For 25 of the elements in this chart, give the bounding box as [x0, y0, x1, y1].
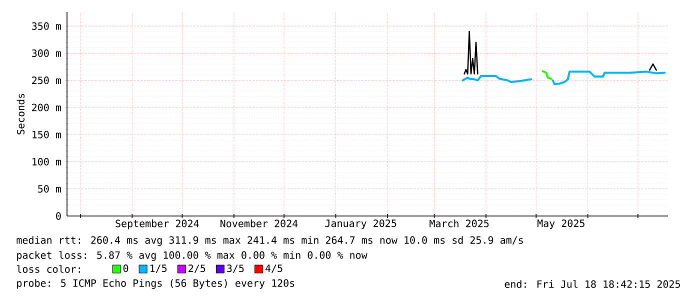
legend-label: 3/5: [227, 264, 244, 273]
x-tick-label: September 2024: [116, 220, 199, 230]
legend-title: loss color:: [17, 265, 80, 273]
legend-label: 0: [123, 264, 128, 272]
legend-label: 2/5: [188, 264, 206, 273]
text: probe: 5 ICMP Echo Pings (56 Bytes) every 120s: [17, 279, 294, 289]
x-tick-label: March 2025: [430, 220, 489, 228]
legend-label: 4/5: [265, 264, 282, 273]
y-tick-label: 0: [56, 212, 61, 220]
x-tick-label: May 2025: [537, 220, 584, 230]
text: end: Fri Jul 18 18:42:15 2025: [504, 280, 680, 288]
y-tick-label: 200 m: [32, 104, 62, 112]
x-tick-label: January 2025: [325, 220, 396, 230]
y-axis-title: Seconds: [16, 94, 25, 134]
text: median rtt: 260.4 ms avg 311.9 ms max 241.4 ms min 264.7 ms now 10.0 ms sd 25.9 am/s: [16, 236, 523, 246]
y-tick-label: 150 m: [32, 130, 62, 138]
y-tick-label: 50 m: [38, 185, 62, 193]
text: packet loss: 5.87 % avg 100.00 % max 0.00 % min 0.00 % now: [17, 251, 368, 261]
line-series: [542, 70, 552, 80]
x-tick-label: November 2024: [220, 220, 298, 228]
y-tick-label: 100 m: [32, 158, 62, 166]
y-tick-label: 250 m: [32, 76, 62, 84]
y-tick-label: 350 m: [32, 22, 62, 30]
legend-label: 1/5: [150, 264, 167, 273]
y-tick-label: 300 m: [32, 49, 62, 58]
